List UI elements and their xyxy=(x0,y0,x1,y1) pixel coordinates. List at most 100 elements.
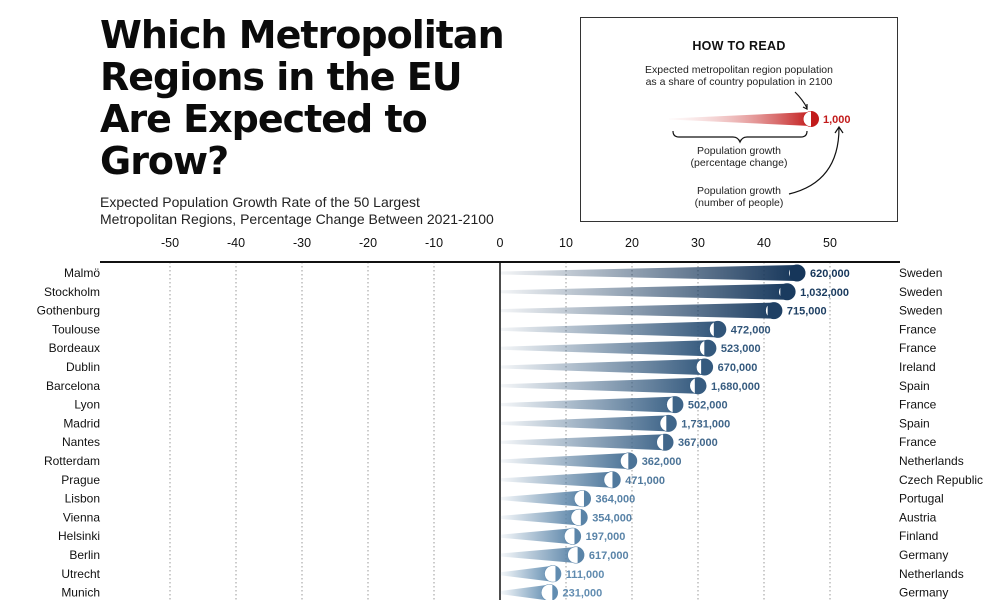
bar-end-marker-light xyxy=(574,490,584,507)
arrow-top-head xyxy=(802,104,808,110)
bar-chart: -50 -40 -30 -20 -10 0 10 20 30 40 50 Malmö 620,000 Sw… xyxy=(37,236,983,600)
region-label: Helsinki xyxy=(58,529,100,543)
how-to-read-graphic xyxy=(669,91,844,195)
bar-end-marker xyxy=(778,283,796,301)
page-title: Which Metropolitan Regions in the EU Are… xyxy=(100,13,505,183)
bar xyxy=(500,434,665,451)
bar xyxy=(500,565,553,582)
bar xyxy=(500,471,613,488)
value-label: 523,000 xyxy=(721,343,761,355)
country-label: Sweden xyxy=(899,266,942,280)
subtitle-line-2: Metropolitan Regions, Percentage Change … xyxy=(100,211,494,227)
arrow-top xyxy=(794,91,808,109)
country-label: Czech Republic xyxy=(899,473,983,487)
country-label: Netherlands xyxy=(899,454,964,468)
x-tick-label: 40 xyxy=(757,236,771,250)
x-tick-label: -20 xyxy=(359,236,377,250)
x-tick-label: -40 xyxy=(227,236,245,250)
value-label: 620,000 xyxy=(810,268,850,280)
value-label: 362,000 xyxy=(642,456,682,468)
x-tick-label: 30 xyxy=(691,236,705,250)
region-label: Rotterdam xyxy=(44,454,100,468)
bar-end-marker-light xyxy=(620,453,629,469)
example-bar xyxy=(669,112,811,126)
country-label: Netherlands xyxy=(899,567,964,581)
x-tick-label: -30 xyxy=(293,236,311,250)
country-label: France xyxy=(899,398,937,412)
bar-end-marker-light xyxy=(765,305,768,316)
arrow-bottom-head xyxy=(834,125,844,134)
bar-end-marker-light xyxy=(696,359,702,375)
bar xyxy=(500,415,669,432)
region-label: Bordeaux xyxy=(49,341,100,355)
country-label: Sweden xyxy=(899,304,942,318)
region-label: Barcelona xyxy=(46,379,100,393)
value-label: 111,000 xyxy=(566,569,605,581)
arrow-bottom xyxy=(788,127,840,195)
region-label: Utrecht xyxy=(61,567,100,581)
country-label: Spain xyxy=(899,379,930,393)
growth-pct-label-1: Population growth xyxy=(696,145,782,157)
bar xyxy=(500,547,576,563)
bar-end-marker-light xyxy=(779,287,781,297)
how-to-read-box: HOW TO READ Expected metropolitan region… xyxy=(580,17,898,222)
value-label: 364,000 xyxy=(596,494,636,506)
bar xyxy=(500,359,705,375)
region-label: Madrid xyxy=(63,416,100,430)
value-label: 367,000 xyxy=(678,437,718,449)
country-label: France xyxy=(899,322,937,336)
x-tick-label: 20 xyxy=(625,236,639,250)
bar xyxy=(500,584,550,600)
country-label: Portugal xyxy=(899,492,944,506)
bar-end-marker-light xyxy=(657,434,664,450)
growth-pct-label-2: (percentage change) xyxy=(690,157,788,169)
value-label: 670,000 xyxy=(718,362,758,374)
value-label: 1,731,000 xyxy=(681,418,730,430)
value-label: 1,032,000 xyxy=(800,287,849,299)
region-label: Lyon xyxy=(74,398,100,412)
value-label: 715,000 xyxy=(787,306,827,318)
chart-subtitle: Expected Population Growth Rate of the 5… xyxy=(100,194,560,228)
bar xyxy=(500,283,788,300)
country-label: Ireland xyxy=(899,360,936,374)
bar-end-marker-light xyxy=(604,471,613,488)
x-tick-label: 10 xyxy=(559,236,573,250)
value-label: 1,680,000 xyxy=(711,381,760,393)
bar-end-marker-light xyxy=(564,528,575,545)
bar-end-marker-light xyxy=(660,415,667,432)
how-to-read-desc-2: as a share of country population in 2100 xyxy=(645,76,833,88)
region-label: Berlin xyxy=(69,548,100,562)
value-label: 471,000 xyxy=(625,475,665,487)
country-label: Sweden xyxy=(899,285,942,299)
bar xyxy=(500,509,580,526)
country-label: Germany xyxy=(899,548,948,562)
bar xyxy=(500,396,675,413)
region-label: Dublin xyxy=(66,360,100,374)
region-label: Prague xyxy=(61,473,100,487)
region-label: Munich xyxy=(61,586,100,600)
value-label: 354,000 xyxy=(592,512,632,524)
bar xyxy=(500,490,583,507)
bar xyxy=(500,453,629,469)
bar-end-marker-light xyxy=(709,322,714,337)
bar xyxy=(500,321,718,338)
bar-end-marker-light xyxy=(567,547,578,563)
value-label: 502,000 xyxy=(688,400,728,412)
bar-end-marker-light xyxy=(571,509,581,526)
growth-num-label-1: Population growth xyxy=(696,185,782,197)
country-label: Finland xyxy=(899,529,938,543)
x-tick-label: 50 xyxy=(823,236,837,250)
bar xyxy=(500,377,698,394)
bar-end-marker-light xyxy=(541,584,553,600)
country-label: France xyxy=(899,435,937,449)
how-to-read-example-value: 1,000 xyxy=(823,114,851,126)
region-label: Toulouse xyxy=(52,322,100,336)
country-label: Austria xyxy=(899,510,937,524)
region-label: Vienna xyxy=(63,510,100,524)
region-label: Stockholm xyxy=(44,285,100,299)
region-label: Lisbon xyxy=(65,492,100,506)
x-tick-label: -10 xyxy=(425,236,443,250)
country-label: Germany xyxy=(899,586,948,600)
region-label: Gothenburg xyxy=(37,304,100,318)
growth-num-label-2: (number of people) xyxy=(694,197,784,209)
